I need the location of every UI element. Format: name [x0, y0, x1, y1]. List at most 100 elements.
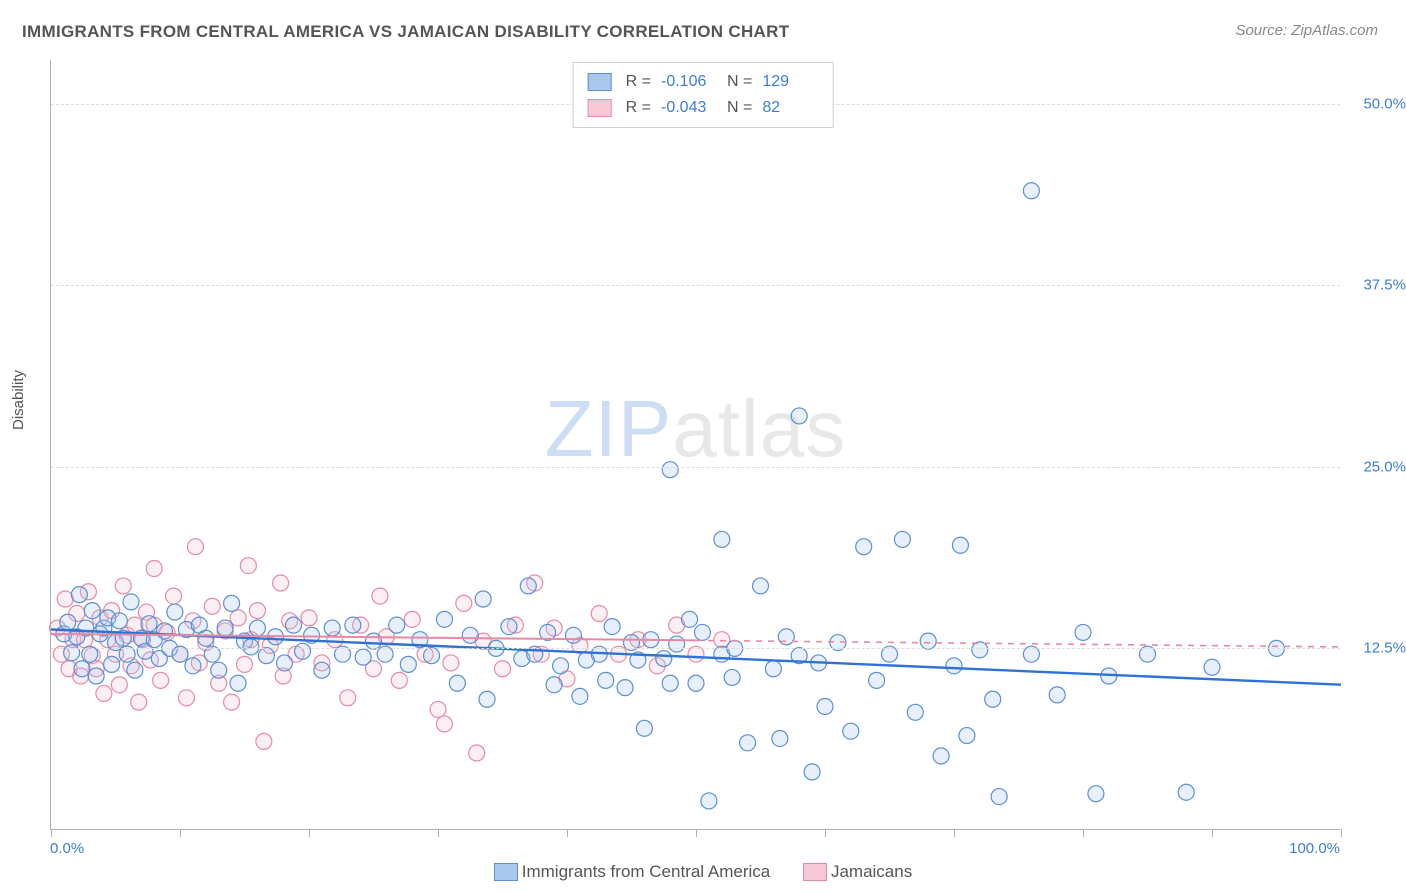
scatter-point [224, 595, 240, 611]
scatter-point [404, 611, 420, 627]
x-tick [309, 829, 310, 837]
scatter-point [894, 531, 910, 547]
scatter-point [301, 610, 317, 626]
scatter-point [449, 675, 465, 691]
x-tick [438, 829, 439, 837]
scatter-point [598, 672, 614, 688]
scatter-point [198, 630, 214, 646]
scatter-point [656, 651, 672, 667]
legend-stats: R = -0.106 N = 129 R = -0.043 N = 82 [573, 62, 834, 128]
y-tick-label: 25.0% [1363, 458, 1406, 475]
scatter-point [230, 610, 246, 626]
scatter-point [84, 603, 100, 619]
y-tick-label: 37.5% [1363, 277, 1406, 294]
scatter-point [217, 620, 233, 636]
scatter-point [662, 675, 678, 691]
scatter-point [237, 656, 253, 672]
scatter-point [553, 658, 569, 674]
scatter-point [372, 588, 388, 604]
scatter-point [694, 624, 710, 640]
scatter-point [724, 669, 740, 685]
scatter-point [400, 656, 416, 672]
scatter-point [791, 408, 807, 424]
x-tick [954, 829, 955, 837]
swatch-bottom-0 [494, 863, 518, 881]
x-tick [1212, 829, 1213, 837]
stat-n-value-1: 82 [762, 95, 818, 121]
scatter-point [355, 649, 371, 665]
scatter-point [96, 685, 112, 701]
stat-n-label: N = [727, 69, 752, 95]
scatter-point [57, 591, 73, 607]
scatter-point [572, 688, 588, 704]
stat-n-value-0: 129 [762, 69, 818, 95]
scatter-point [256, 733, 272, 749]
scatter-point [1088, 786, 1104, 802]
plot-area: ZIPatlas 12.5%25.0%37.5%50.0% [50, 60, 1340, 830]
scatter-point [178, 690, 194, 706]
scatter-point [131, 694, 147, 710]
scatter-point [591, 606, 607, 622]
scatter-point [230, 675, 246, 691]
scatter-point [778, 629, 794, 645]
scatter-point [475, 591, 491, 607]
scatter-point [295, 643, 311, 659]
scatter-point [604, 619, 620, 635]
trend-line-dashed [696, 640, 1341, 647]
gridline [51, 467, 1340, 468]
scatter-point [389, 617, 405, 633]
scatter-point [479, 691, 495, 707]
scatter-point [314, 662, 330, 678]
chart-svg [51, 60, 1340, 829]
scatter-point [817, 699, 833, 715]
stat-r-value-1: -0.043 [661, 95, 717, 121]
scatter-point [920, 633, 936, 649]
scatter-point [1075, 624, 1091, 640]
swatch-series-0 [588, 73, 612, 91]
scatter-point [617, 680, 633, 696]
scatter-point [772, 730, 788, 746]
scatter-point [662, 462, 678, 478]
scatter-point [843, 723, 859, 739]
scatter-point [276, 655, 292, 671]
x-tick [696, 829, 697, 837]
x-tick [567, 829, 568, 837]
scatter-point [804, 764, 820, 780]
x-tick [51, 829, 52, 837]
scatter-point [946, 658, 962, 674]
scatter-point [753, 578, 769, 594]
scatter-point [495, 661, 511, 677]
scatter-point [324, 620, 340, 636]
x-end-label: 100.0% [1289, 840, 1340, 857]
scatter-point [71, 587, 87, 603]
scatter-point [127, 662, 143, 678]
scatter-point [740, 735, 756, 751]
scatter-point [469, 745, 485, 761]
scatter-point [391, 672, 407, 688]
scatter-point [933, 748, 949, 764]
scatter-point [146, 560, 162, 576]
scatter-point [501, 619, 517, 635]
legend-item-1: Jamaicans [803, 862, 912, 882]
scatter-point [952, 537, 968, 553]
scatter-point [565, 627, 581, 643]
y-tick-label: 50.0% [1363, 95, 1406, 112]
swatch-bottom-1 [803, 863, 827, 881]
scatter-point [273, 575, 289, 591]
scatter-point [1204, 659, 1220, 675]
scatter-point [462, 627, 478, 643]
stat-r-label: R = [626, 69, 651, 95]
scatter-point [243, 639, 259, 655]
scatter-point [123, 594, 139, 610]
scatter-point [436, 716, 452, 732]
scatter-point [345, 617, 361, 633]
scatter-point [74, 661, 90, 677]
scatter-point [366, 633, 382, 649]
scatter-point [187, 539, 203, 555]
scatter-point [765, 661, 781, 677]
gridline [51, 285, 1340, 286]
scatter-point [682, 611, 698, 627]
scatter-point [204, 598, 220, 614]
scatter-point [115, 578, 131, 594]
scatter-point [166, 588, 182, 604]
